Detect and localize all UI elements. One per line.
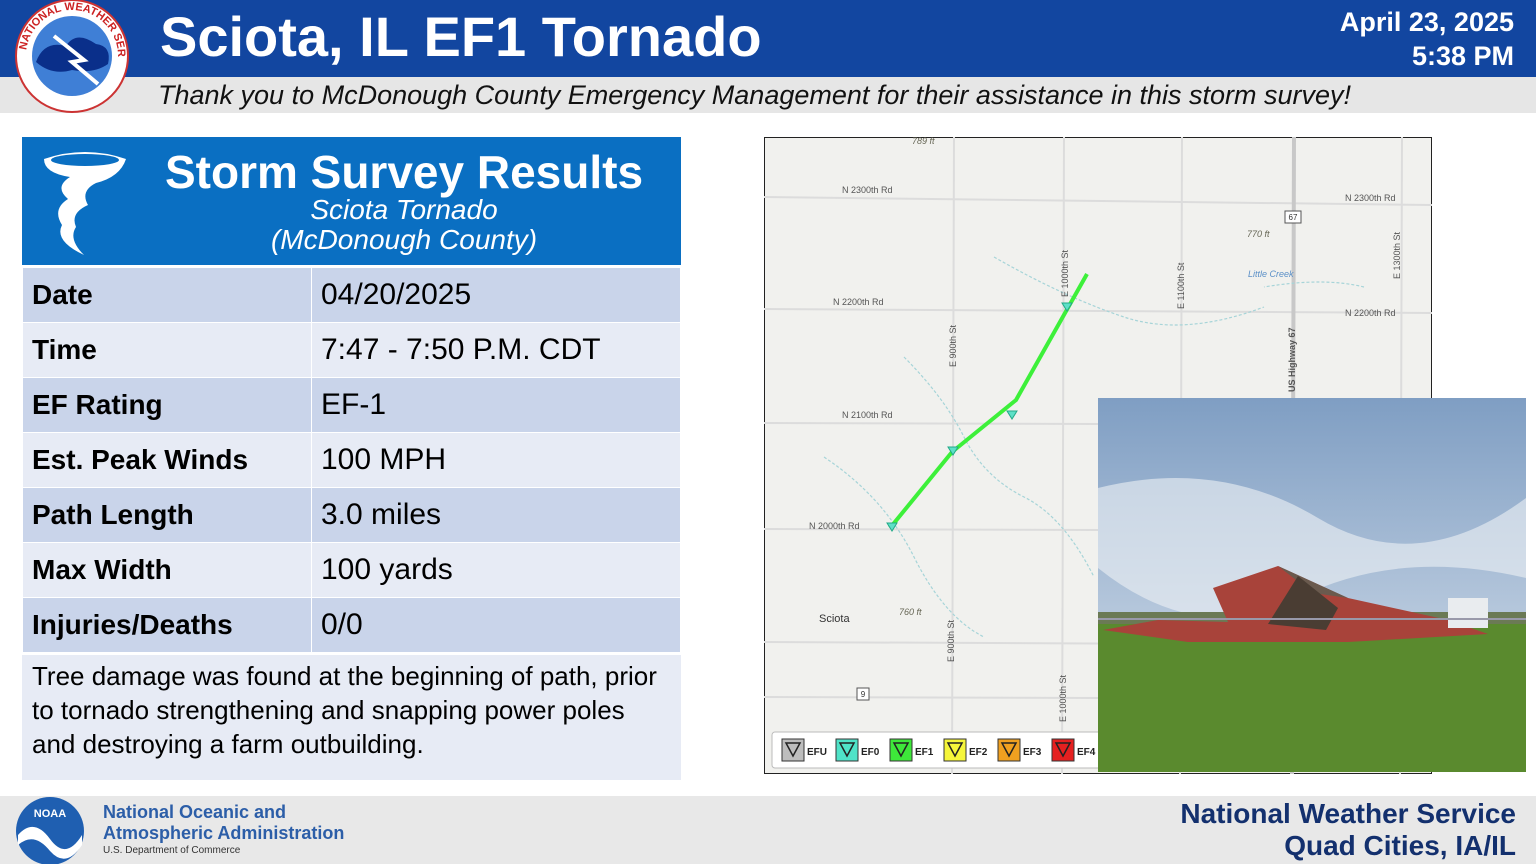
- map-label: E 1000th St: [1058, 674, 1068, 722]
- survey-table: Date 04/20/2025 Time 7:47 - 7:50 P.M. CDT EF…: [22, 267, 681, 653]
- nws-logo: NATIONAL WEATHER SERVICE: [14, 0, 129, 113]
- table-row: EF Rating EF-1: [22, 377, 681, 433]
- table-row: Time 7:47 - 7:50 P.M. CDT: [22, 322, 681, 378]
- subtitle-bar: [0, 77, 1536, 113]
- map-label: E 1300th St: [1392, 231, 1402, 279]
- subtitle: Thank you to McDonough County Emergency …: [158, 80, 1352, 110]
- title: Sciota, IL EF1 Tornado: [160, 5, 762, 68]
- map-label: N 2100th Rd: [842, 410, 893, 420]
- legend-label: EF0: [861, 747, 880, 758]
- legend-triangle: [1054, 742, 1072, 758]
- tornado-icon: [44, 152, 126, 255]
- map-label: Little Creek: [1248, 269, 1294, 279]
- map-label: E 1100th St: [1176, 262, 1186, 309]
- map-label: E 900th St: [946, 619, 956, 662]
- row-value: 7:47 - 7:50 P.M. CDT: [311, 322, 681, 378]
- row-value: 100 MPH: [311, 432, 681, 488]
- map-label: US Highway 67: [1287, 327, 1297, 392]
- map-label: N 2200th Rd: [833, 297, 884, 307]
- damage-photo: [1098, 398, 1526, 772]
- table-row: Est. Peak Winds 100 MPH: [22, 432, 681, 488]
- row-value: 3.0 miles: [311, 487, 681, 543]
- map-label: N 2200th Rd: [1345, 308, 1396, 318]
- legend-label: EF4: [1077, 747, 1096, 758]
- survey-note: Tree damage was found at the beginning o…: [22, 655, 681, 780]
- map-label: 760 ft: [899, 607, 922, 617]
- map-label: N 2000th Rd: [809, 521, 860, 531]
- legend-label: EF2: [969, 747, 988, 758]
- map-label: E 1000th St: [1060, 249, 1070, 297]
- map-label: 789 ft: [912, 137, 935, 146]
- map-label: E 900th St: [948, 324, 958, 367]
- header-bar: [0, 0, 1536, 77]
- legend-triangle: [838, 742, 856, 758]
- legend-triangle: [946, 742, 964, 758]
- map-label: N 2300th Rd: [842, 185, 893, 195]
- legend-triangle: [784, 742, 802, 758]
- row-label: EF Rating: [22, 377, 312, 433]
- footer-bar: [0, 796, 1536, 864]
- table-row: Max Width 100 yards: [22, 542, 681, 598]
- noaa-badge: NOAA: [34, 808, 66, 820]
- noaa-logo: NOAA: [16, 797, 84, 864]
- map-label: 9: [861, 690, 866, 699]
- legend-label: EF3: [1023, 747, 1042, 758]
- panel-title: Storm Survey Results: [164, 146, 644, 198]
- noaa-name-1: National Oceanic and: [103, 802, 287, 822]
- row-value: EF-1: [311, 377, 681, 433]
- nws-office-name: Quad Cities, IA/IL: [1284, 830, 1516, 861]
- date: April 23, 2025: [1339, 7, 1514, 37]
- row-value: 0/0: [311, 597, 681, 653]
- map-label: N 2300th Rd: [1345, 193, 1396, 203]
- table-row: Path Length 3.0 miles: [22, 487, 681, 543]
- county: (McDonough County): [270, 224, 538, 255]
- time: 5:38 PM: [1411, 41, 1514, 71]
- row-label: Time: [22, 322, 312, 378]
- nws-office: National Weather Service Quad Cities, IA…: [1180, 798, 1516, 862]
- map-label: Sciota: [819, 613, 850, 625]
- row-label: Date: [22, 267, 312, 323]
- legend-label: EF1: [915, 747, 934, 758]
- row-label: Max Width: [22, 542, 312, 598]
- row-value: 04/20/2025: [311, 267, 681, 323]
- legend-triangle: [1000, 742, 1018, 758]
- noaa-name-2: Atmospheric Administration: [103, 823, 345, 843]
- date-block: April 23, 2025 5:38 PM: [1340, 5, 1514, 73]
- legend-triangle: [892, 742, 910, 758]
- map-label: 67: [1289, 213, 1298, 222]
- noaa-name: National Oceanic and Atmospheric Adminis…: [103, 802, 344, 844]
- map-label: 770 ft: [1247, 229, 1270, 239]
- panel-header: Storm Survey Results Sciota Tornado (McD…: [22, 137, 681, 265]
- legend-label: EFU: [807, 747, 827, 758]
- legend: EFU EF0 EF1 EF2 EF3 EF4: [781, 738, 1096, 762]
- tornado-name: Sciota Tornado: [310, 194, 498, 225]
- row-label: Est. Peak Winds: [22, 432, 312, 488]
- table-row: Injuries/Deaths 0/0: [22, 597, 681, 653]
- row-label: Path Length: [22, 487, 312, 543]
- table-row: Date 04/20/2025: [22, 267, 681, 323]
- nws-name: National Weather Service: [1180, 798, 1516, 829]
- noaa-dept: U.S. Department of Commerce: [103, 845, 241, 856]
- row-value: 100 yards: [311, 542, 681, 598]
- row-label: Injuries/Deaths: [22, 597, 312, 653]
